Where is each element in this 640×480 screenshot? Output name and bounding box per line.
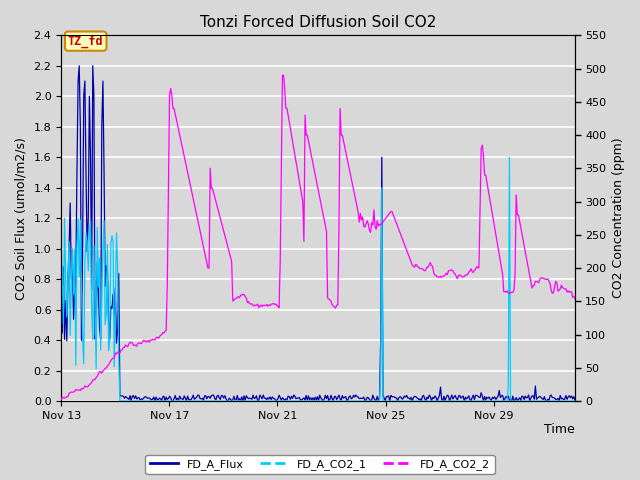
Title: Tonzi Forced Diffusion Soil CO2: Tonzi Forced Diffusion Soil CO2 bbox=[200, 15, 436, 30]
Legend: FD_A_Flux, FD_A_CO2_1, FD_A_CO2_2: FD_A_Flux, FD_A_CO2_1, FD_A_CO2_2 bbox=[145, 455, 495, 474]
X-axis label: Time: Time bbox=[544, 423, 575, 436]
Y-axis label: CO2 Concentration (ppm): CO2 Concentration (ppm) bbox=[612, 138, 625, 299]
Text: TZ_fd: TZ_fd bbox=[68, 35, 104, 48]
Y-axis label: CO2 Soil Flux (umol/m2/s): CO2 Soil Flux (umol/m2/s) bbox=[15, 137, 28, 300]
